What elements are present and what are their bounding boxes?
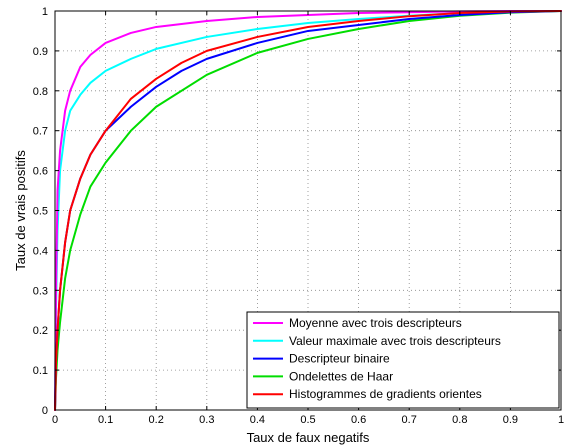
x-tick-label: 0.2 xyxy=(149,414,164,426)
x-tick-label: 0.4 xyxy=(250,414,265,426)
y-tick-label: 0.9 xyxy=(33,46,48,58)
legend-label: Descripteur binaire xyxy=(289,352,390,366)
x-axis-title: Taux de faux negatifs xyxy=(247,430,370,445)
y-axis-title: Taux de vrais positifs xyxy=(13,150,28,271)
x-tick-label: 0 xyxy=(52,414,58,426)
x-tick-label: 0.9 xyxy=(503,414,518,426)
series-line-3 xyxy=(54,10,562,411)
y-tick-label: 0.6 xyxy=(33,166,48,178)
y-tick-label: 0.8 xyxy=(33,86,48,98)
y-tick-label: 0.3 xyxy=(33,285,48,297)
y-tick-label: 0 xyxy=(42,405,48,417)
y-tick-label: 0.4 xyxy=(33,245,48,257)
y-tick-label: 0.2 xyxy=(33,325,48,337)
x-tick-label: 0.6 xyxy=(351,414,366,426)
x-tick-label: 0.5 xyxy=(300,414,315,426)
y-tick-label: 0.7 xyxy=(33,126,48,138)
y-tick-label: 0.5 xyxy=(33,206,48,218)
y-tick-label: 1 xyxy=(42,6,48,18)
x-tick-label: 0.7 xyxy=(402,414,417,426)
series-line-4 xyxy=(54,10,562,411)
x-tick-label: 1 xyxy=(558,414,564,426)
legend-label: Ondelettes de Haar xyxy=(289,369,393,383)
y-tick-label: 0.1 xyxy=(33,365,48,377)
legend-label: Moyenne avec trois descripteurs xyxy=(289,316,462,330)
legend-label: Histogrammes de gradients orientes xyxy=(289,387,482,401)
axis-ticks: 0 0.1 0.2 0.3 0.4 0.5 0.6 0.7 0.8 0.9 1 0 0.1 0.2 0.3 0… xyxy=(33,6,564,426)
x-tick-label: 0.1 xyxy=(98,414,113,426)
legend-label: Valeur maximale avec trois descripteurs xyxy=(289,334,501,348)
legend: Moyenne avec trois descripteurs Valeur ma… xyxy=(246,311,560,409)
x-tick-label: 0.8 xyxy=(452,414,467,426)
x-tick-label: 0.3 xyxy=(199,414,214,426)
legend-box xyxy=(246,311,560,409)
